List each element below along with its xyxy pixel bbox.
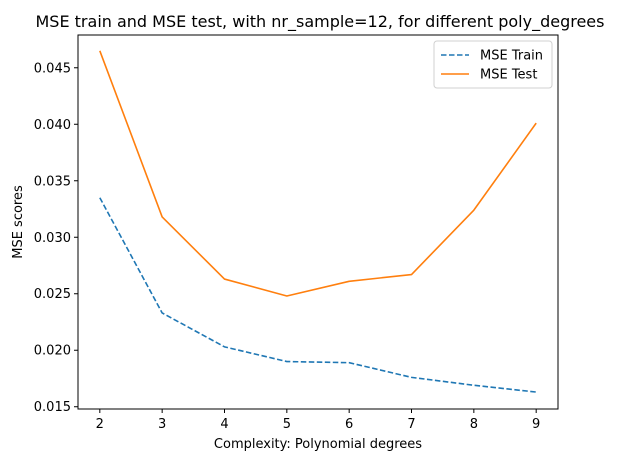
legend-label-mse-test: MSE Test bbox=[480, 68, 537, 83]
plot-area bbox=[77, 34, 559, 410]
y-tick-label: 0.030 bbox=[34, 231, 71, 246]
y-tick-label: 0.040 bbox=[34, 118, 71, 133]
legend-label-mse-train: MSE Train bbox=[480, 49, 543, 64]
y-tick-label: 0.025 bbox=[34, 287, 71, 302]
x-tick-label: 8 bbox=[470, 417, 478, 432]
x-tick-label: 6 bbox=[345, 417, 353, 432]
legend-box bbox=[433, 40, 553, 89]
series-line-mse-test bbox=[99, 50, 537, 297]
series-layer bbox=[99, 50, 537, 393]
y-axis-label: MSE scores bbox=[11, 185, 26, 259]
chart-title: MSE train and MSE test, with nr_sample=1… bbox=[36, 12, 605, 32]
x-axis-label: Complexity: Polynomial degrees bbox=[214, 437, 422, 452]
x-tick-label: 9 bbox=[532, 417, 540, 432]
x-tick-label: 7 bbox=[407, 417, 415, 432]
y-axis: 0.015 0.020 0.025 0.030 0.035 0.040 0.045 bbox=[34, 61, 78, 415]
y-tick-label: 0.015 bbox=[34, 400, 71, 415]
series-line-mse-train bbox=[99, 197, 537, 393]
x-tick-label: 5 bbox=[283, 417, 291, 432]
y-tick-label: 0.035 bbox=[34, 174, 71, 189]
y-tick-label: 0.045 bbox=[34, 61, 71, 76]
y-tick-label: 0.020 bbox=[34, 344, 71, 359]
x-tick-label: 3 bbox=[158, 417, 166, 432]
x-tick-label: 4 bbox=[220, 417, 228, 432]
x-axis: 2 3 4 5 6 7 8 9 bbox=[96, 409, 540, 432]
legend: MSE Train MSE Test bbox=[433, 40, 553, 89]
x-tick-label: 2 bbox=[96, 417, 104, 432]
